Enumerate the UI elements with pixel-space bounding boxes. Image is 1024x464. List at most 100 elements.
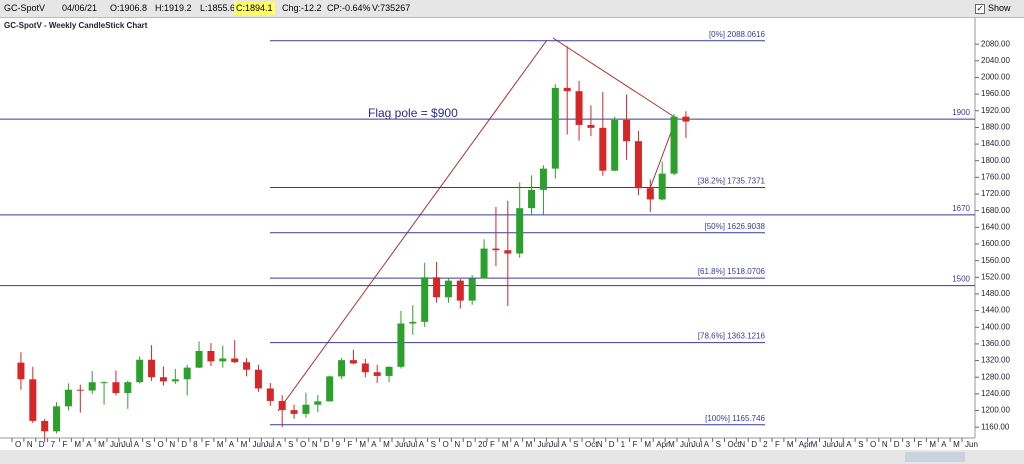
- x-tick-label: M: [383, 440, 390, 449]
- x-tick-label: M: [74, 440, 81, 449]
- x-tick-label: N: [312, 440, 318, 449]
- trend-line: [277, 39, 548, 412]
- price-line-label: 1670: [952, 204, 970, 213]
- y-tick-label: 1160.00: [981, 422, 1010, 431]
- scroll-thumb[interactable]: [905, 452, 965, 462]
- x-tick-label: Jul: [407, 440, 417, 449]
- candle-body: [456, 280, 464, 301]
- x-tick-label: A: [419, 440, 425, 449]
- x-tick-label: A: [514, 440, 520, 449]
- toolbar: GC-SpotV 04/06/21 O:1906.8 H:1919.2 L:18…: [0, 0, 1024, 30]
- y-tick-label: 1760.00: [981, 172, 1010, 181]
- x-tick-label: S: [716, 440, 721, 449]
- x-tick-label: Jul: [264, 440, 274, 449]
- open: O:1906.8: [110, 3, 148, 13]
- checkbox[interactable]: ✓: [975, 4, 985, 14]
- candle-body: [433, 277, 441, 298]
- x-tick-label: Apr: [799, 440, 812, 449]
- x-tick-label: M: [241, 440, 248, 449]
- candle-body: [599, 127, 607, 171]
- x-tick-label: N: [739, 440, 745, 449]
- y-tick-label: 1960.00: [981, 89, 1010, 98]
- x-tick-label: M: [526, 440, 533, 449]
- x-tick-label: 1: [621, 440, 626, 449]
- candle-body: [171, 379, 179, 382]
- candle-body: [124, 382, 132, 394]
- x-tick-label: M: [929, 440, 936, 449]
- x-tick-label: Jun: [538, 440, 551, 449]
- x-tick-label: S: [858, 440, 863, 449]
- candle-body: [207, 350, 215, 362]
- x-tick-label: Apr: [656, 440, 669, 449]
- candle-body: [468, 278, 476, 301]
- x-tick-label: Oct: [728, 440, 741, 449]
- chart: GC-SpotV - Weekly CandleStick Chart Flag…: [0, 18, 1024, 464]
- volume: V:735267: [372, 3, 411, 13]
- fib-label: [61.8%] 1518.0706: [698, 267, 766, 276]
- x-tick-label: N: [597, 440, 603, 449]
- y-tick-label: 1720.00: [981, 189, 1010, 198]
- candle-body: [314, 401, 322, 405]
- x-tick-label: 9: [336, 440, 341, 449]
- candle-body: [623, 119, 631, 142]
- x-tick-label: Jun: [110, 440, 123, 449]
- x-tick-label: S: [573, 440, 578, 449]
- y-tick-label: 1680.00: [981, 206, 1010, 215]
- candle-body: [338, 360, 346, 377]
- x-tick-label: N: [882, 440, 888, 449]
- candle-body: [76, 389, 84, 391]
- x-tick-label: O: [443, 440, 449, 449]
- y-tick-label: 1880.00: [981, 123, 1010, 132]
- candle-body: [290, 410, 298, 414]
- trend-line: [552, 37, 677, 119]
- candle-body: [551, 87, 559, 169]
- y-tick-label: 1560.00: [981, 256, 1010, 265]
- y-tick-label: 1280.00: [981, 372, 1010, 381]
- scrollbar[interactable]: [0, 450, 1024, 464]
- x-tick-label: D: [751, 440, 757, 449]
- x-tick-label: Jul: [834, 440, 844, 449]
- change: Chg:-12.2: [282, 3, 322, 13]
- candle-body: [421, 277, 429, 322]
- candle-body: [53, 406, 61, 432]
- candle-body: [492, 248, 500, 251]
- x-tick-label: M: [217, 440, 224, 449]
- candle-body: [88, 382, 96, 391]
- x-tick-label: F: [348, 440, 353, 449]
- x-tick-label: N: [169, 440, 175, 449]
- y-tick-label: 2080.00: [981, 39, 1010, 48]
- x-tick-label: F: [918, 440, 923, 449]
- candle-body: [670, 116, 678, 174]
- candle-body: [563, 87, 571, 92]
- candle-body: [278, 400, 286, 411]
- y-tick-label: 1240.00: [981, 389, 1010, 398]
- candle-body: [29, 379, 37, 421]
- x-tick-label: 3: [906, 440, 911, 449]
- y-tick-label: 1600.00: [981, 239, 1010, 248]
- x-tick-label: O: [300, 440, 306, 449]
- x-tick-label: M: [644, 440, 651, 449]
- x-tick-label: M: [787, 440, 794, 449]
- x-tick-label: D: [894, 440, 900, 449]
- x-tick-label: D: [609, 440, 615, 449]
- x-tick-label: F: [775, 440, 780, 449]
- x-tick-label: M: [359, 440, 366, 449]
- x-tick-label: Jul: [549, 440, 559, 449]
- fib-label: [78.6%] 1363.1216: [698, 332, 766, 341]
- y-tick-label: 1480.00: [981, 289, 1010, 298]
- candle-body: [148, 359, 156, 378]
- x-tick-label: M: [811, 440, 818, 449]
- x-tick-label: S: [146, 440, 151, 449]
- candle-body: [302, 404, 310, 414]
- low: L:1855.6: [200, 3, 236, 13]
- x-tick-label: M: [953, 440, 960, 449]
- y-tick-label: 1800.00: [981, 156, 1010, 165]
- candle-body: [326, 376, 334, 402]
- x-tick-label: O: [870, 440, 876, 449]
- y-tick-label: 1440.00: [981, 306, 1010, 315]
- x-tick-label: S: [288, 440, 293, 449]
- candle-body: [195, 350, 203, 368]
- candle-body: [266, 388, 274, 401]
- x-tick-label: D: [39, 440, 45, 449]
- candle-body: [634, 141, 642, 189]
